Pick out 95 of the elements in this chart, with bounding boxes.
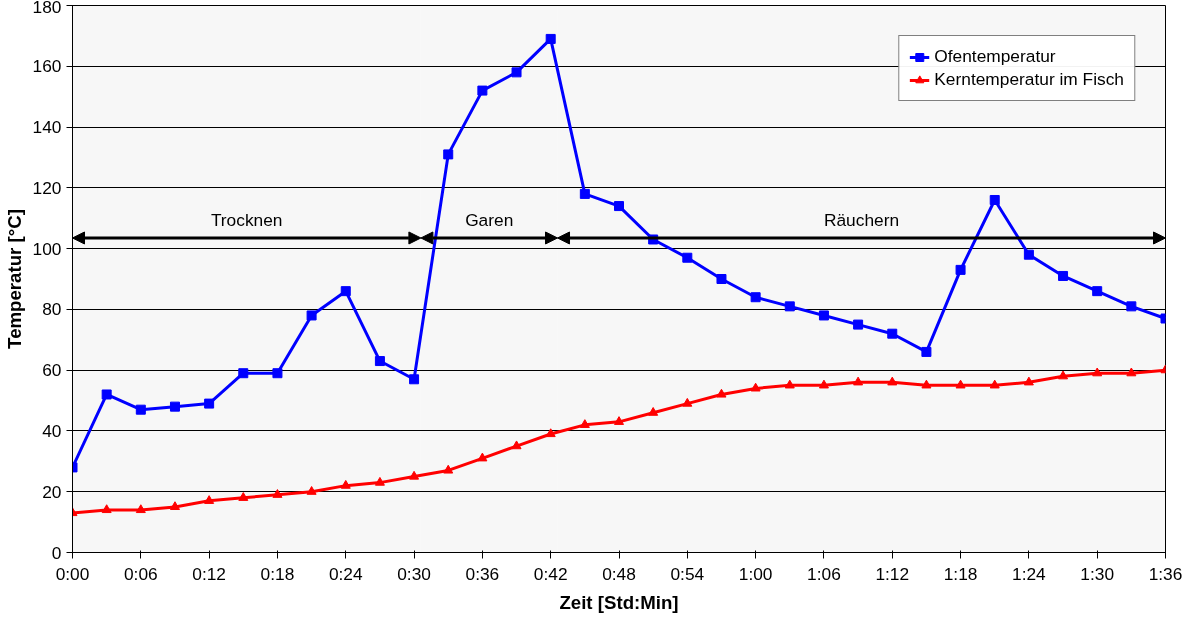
band-label: Garen (465, 209, 514, 230)
point (853, 376, 864, 386)
point (716, 274, 727, 284)
y-tick-label: 180 (32, 0, 62, 17)
point (887, 328, 898, 339)
point (1058, 270, 1069, 281)
point (750, 292, 761, 303)
point (1023, 249, 1034, 260)
point (204, 495, 215, 504)
point (101, 504, 112, 514)
y-tick-label: 140 (32, 117, 62, 138)
y-tick-label: 60 (42, 360, 62, 381)
y-tick-label: 80 (42, 299, 62, 320)
point (1126, 367, 1137, 377)
point (306, 486, 317, 495)
point (1092, 286, 1103, 297)
legend-label: Ofentemperatur (934, 46, 1056, 67)
x-tick-label: 0:18 (260, 563, 295, 584)
y-tick-label: 20 (42, 481, 62, 502)
point (340, 286, 351, 297)
point (238, 368, 249, 379)
band-label: Trocknen (210, 209, 283, 230)
point (682, 397, 693, 407)
point (989, 194, 1000, 205)
point (682, 252, 693, 263)
x-tick-label: 1:36 (1148, 563, 1183, 584)
x-tick-label: 0:54 (670, 563, 705, 584)
x-tick-label: 0:48 (602, 563, 636, 584)
point (545, 33, 556, 44)
point (648, 407, 659, 416)
point (716, 388, 727, 398)
point (511, 440, 522, 450)
point (374, 476, 385, 486)
point (545, 428, 556, 438)
legend-label: Kerntemperatur im Fisch (934, 69, 1124, 90)
point (169, 401, 180, 412)
x-tick-label: 1:12 (875, 563, 910, 584)
point (306, 310, 317, 321)
x-tick-label: 0:00 (55, 563, 90, 584)
point (955, 264, 966, 275)
point (614, 201, 624, 212)
x-tick-label: 1:24 (1012, 563, 1047, 584)
point (477, 85, 488, 96)
x-tick-label: 1:30 (1080, 563, 1115, 584)
x-tick-label: 0:42 (533, 563, 568, 584)
point (614, 416, 624, 425)
point (1126, 301, 1137, 312)
y-tick-label: 160 (32, 56, 62, 77)
band-label: Räuchern (823, 209, 900, 230)
point (443, 464, 454, 474)
point (477, 452, 488, 462)
x-tick-label: 0:12 (192, 563, 226, 584)
x-tick-label: 0:30 (397, 563, 431, 584)
point (818, 379, 829, 389)
y-tick-label: 120 (32, 177, 62, 198)
point (135, 404, 146, 415)
point (887, 376, 898, 386)
point (272, 368, 283, 379)
point (169, 501, 180, 511)
point (853, 319, 864, 330)
point (989, 379, 1000, 389)
point (409, 374, 420, 385)
point (784, 301, 795, 312)
x-axis-title: Zeit [Std:Min] (559, 591, 679, 613)
point (101, 389, 112, 400)
point (1092, 367, 1103, 377)
x-tick-label: 1:06 (807, 563, 841, 584)
y-axis-title: Temperatur [°C] (3, 209, 25, 349)
point (135, 504, 146, 514)
point (443, 149, 454, 160)
point (921, 379, 932, 389)
y-tick-label: 40 (42, 420, 62, 441)
point (340, 479, 351, 489)
point (579, 188, 590, 199)
point (818, 310, 829, 321)
point (374, 356, 385, 367)
x-tick-label: 0:06 (123, 563, 158, 584)
y-tick-label: 0 (51, 542, 62, 563)
point (1058, 370, 1069, 380)
point (1023, 376, 1034, 386)
x-tick-label: 1:00 (738, 563, 773, 584)
point (238, 492, 249, 501)
point (784, 379, 795, 389)
x-tick-label: 1:18 (943, 563, 978, 584)
point (579, 419, 590, 428)
point (511, 67, 522, 78)
point (750, 382, 761, 392)
point (204, 398, 215, 409)
point (921, 346, 932, 357)
x-tick-label: 0:36 (465, 563, 500, 584)
point (955, 379, 966, 389)
point (272, 489, 283, 498)
y-tick-label: 100 (32, 238, 62, 259)
point (409, 470, 420, 480)
x-tick-label: 0:24 (328, 563, 363, 584)
